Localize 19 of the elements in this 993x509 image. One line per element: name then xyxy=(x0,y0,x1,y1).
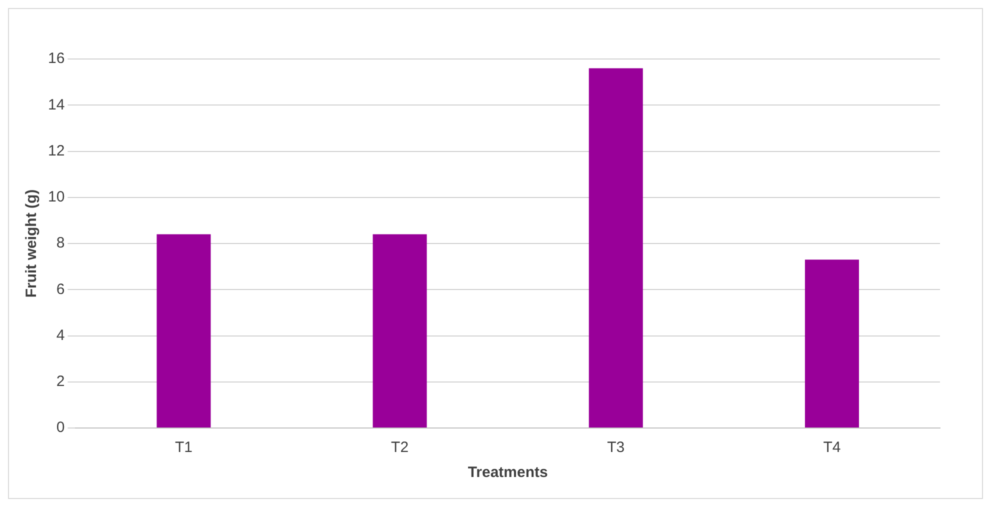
bar xyxy=(588,68,643,428)
y-tick-label: 10 xyxy=(48,188,65,206)
y-tick-label: 16 xyxy=(48,50,65,68)
y-tick-label: 0 xyxy=(56,419,65,436)
x-tick-label: T3 xyxy=(607,439,625,456)
y-tick-label: 8 xyxy=(56,234,65,252)
y-tick-label: 6 xyxy=(56,280,65,298)
y-tick-label: 4 xyxy=(56,326,65,344)
x-tick-label: T1 xyxy=(174,439,192,456)
bar xyxy=(804,260,859,428)
x-tick-label: T4 xyxy=(823,439,841,456)
y-tick-label: 12 xyxy=(48,142,65,160)
bar xyxy=(156,234,211,428)
bar xyxy=(372,234,427,428)
y-tick-label: 2 xyxy=(56,373,65,390)
x-tick-label: T2 xyxy=(391,439,409,456)
x-axis-title: Treatments xyxy=(468,464,548,482)
y-tick-label: 14 xyxy=(48,96,65,114)
y-axis-title: Fruit weight (g) xyxy=(23,189,40,298)
